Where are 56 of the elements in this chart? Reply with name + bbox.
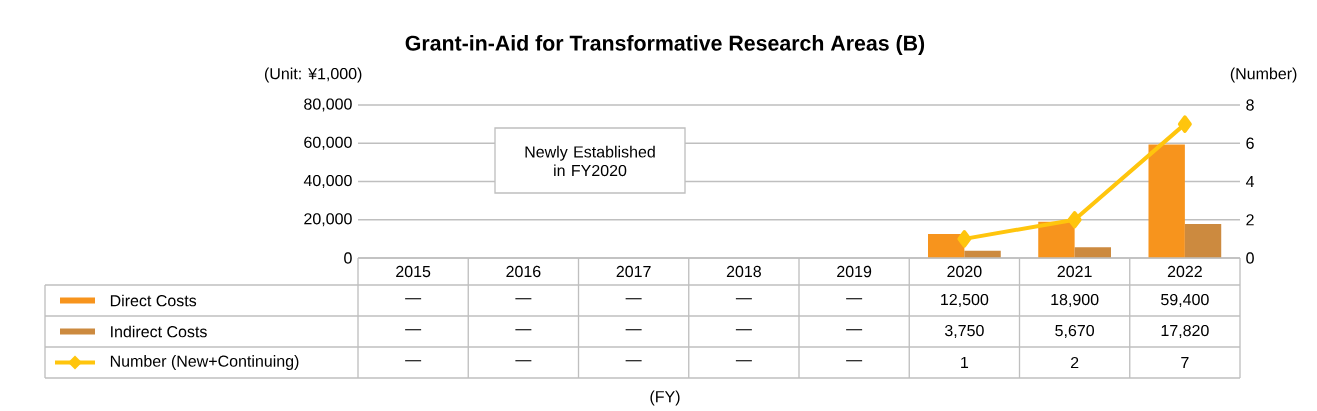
data-label: 12,500 — [941, 294, 989, 308]
data-label: 2 — [1070, 357, 1079, 369]
x-tick-label: 2016 — [506, 265, 541, 278]
y-axis-title: (Unit: ¥1,000) — [264, 67, 362, 83]
x-tick-label: 2022 — [1167, 265, 1202, 278]
data-label: 1 — [961, 357, 969, 369]
text: — — [846, 329, 863, 331]
data-label: 3,750 — [944, 325, 984, 339]
data-label: 7 — [1181, 357, 1189, 369]
legend-label: Indirect Costs — [111, 325, 207, 338]
bar — [1074, 247, 1112, 259]
text: — — [625, 329, 642, 331]
annotation: Newly Established in FY2020 — [525, 145, 655, 177]
y2-tick-label: 4 — [1245, 176, 1255, 188]
x-tick-label: 2019 — [837, 265, 872, 278]
text: (FY) — [650, 390, 680, 406]
y2-tick-label: 8 — [1246, 99, 1254, 111]
point — [1177, 115, 1192, 133]
data-label: 18,900 — [1051, 294, 1099, 308]
data-label: 59,400 — [1161, 294, 1209, 308]
text: — — [735, 329, 752, 331]
y-tick-label: 60,000 — [304, 136, 352, 150]
text: — — [735, 360, 752, 362]
y2-tick-label: 6 — [1246, 137, 1254, 150]
data-label: 5,670 — [1055, 325, 1095, 339]
data-label: 17,820 — [1161, 325, 1209, 339]
text: — — [405, 360, 422, 362]
x-tick-label: 2017 — [616, 265, 651, 278]
chart-title: Grant-in-Aid for Transformative Research Areas (B) — [405, 35, 925, 56]
text: — — [405, 298, 422, 300]
bar — [1148, 144, 1185, 259]
y-tick-label: 80,000 — [304, 98, 352, 112]
text: — — [625, 360, 642, 362]
text: — — [846, 360, 863, 362]
x-tick-label: 2021 — [1057, 265, 1092, 278]
text: — — [735, 298, 752, 300]
legend-label: Number (New+Continuing) — [110, 355, 299, 371]
y2-axis-title: (Number) — [1230, 67, 1297, 83]
x-tick-label: 2018 — [726, 265, 761, 278]
y-tick-label: 20,000 — [304, 213, 352, 227]
point — [957, 230, 972, 248]
x-tick-label: 2015 — [396, 265, 431, 278]
text: — — [515, 298, 532, 300]
point — [1067, 211, 1082, 229]
legend-label: Direct Costs — [110, 294, 197, 307]
y2-tick-label: 0 — [1246, 252, 1254, 264]
y2-tick-label: 2 — [1246, 214, 1254, 226]
text: — — [846, 298, 863, 300]
x-tick-label: 2020 — [947, 265, 982, 278]
text: — — [515, 329, 532, 331]
bar — [1184, 224, 1222, 259]
text: — — [625, 298, 642, 300]
y-tick-label: 40,000 — [303, 175, 352, 189]
text: — — [515, 360, 532, 362]
y-tick-label: 0 — [344, 252, 352, 264]
text: — — [405, 329, 422, 331]
